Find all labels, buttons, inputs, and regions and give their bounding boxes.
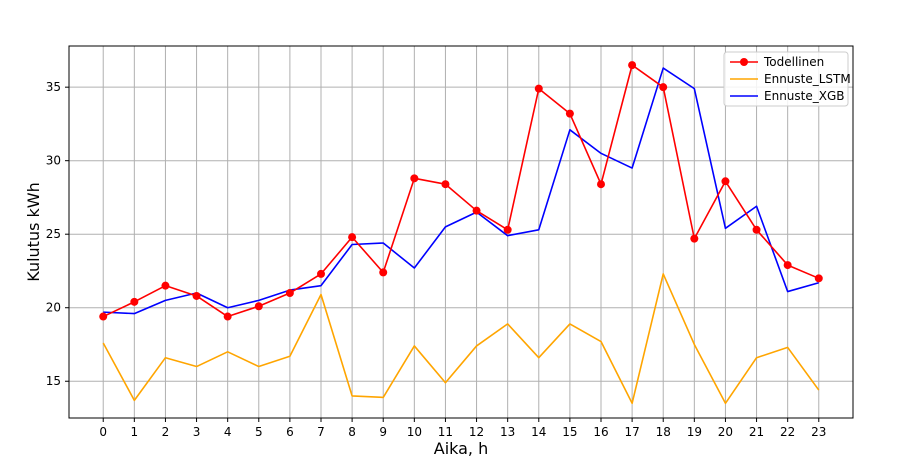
plot-frame <box>68 45 854 419</box>
data-point <box>99 312 108 321</box>
data-point <box>565 109 574 118</box>
series-layer <box>99 61 823 405</box>
y-tick-label: 30 <box>46 154 61 168</box>
ticks-layer: 0 1 2 3 4 5 6 7 8 9 10 11 12 13 14 15 16 17 18 19 20 21 22 2315… <box>46 80 827 439</box>
data-point <box>503 225 512 234</box>
x-tick-label: 6 <box>286 425 294 439</box>
x-tick-label: 4 <box>224 425 232 439</box>
x-tick-label: 12 <box>469 425 484 439</box>
series-line-ennuste-xgb <box>103 67 819 315</box>
data-point <box>348 233 357 242</box>
legend-label: Todellinen <box>763 55 824 69</box>
x-tick-label: 15 <box>562 425 577 439</box>
y-tick-label: 35 <box>46 80 61 94</box>
data-point <box>472 206 481 215</box>
legend: Todellinen Ennuste_LSTM Ennuste_XGB <box>723 51 851 107</box>
data-point <box>441 180 450 189</box>
x-axis-label: Aika, h <box>434 439 489 458</box>
x-tick-label: 10 <box>407 425 422 439</box>
x-tick-label: 13 <box>500 425 515 439</box>
data-point <box>192 291 201 300</box>
legend-marker <box>740 58 748 66</box>
x-tick-label: 19 <box>687 425 702 439</box>
data-point <box>317 269 325 278</box>
y-tick-label: 20 <box>46 301 61 315</box>
data-point <box>814 274 823 283</box>
series-line-ennuste-lstm <box>102 273 820 405</box>
x-tick-label: 14 <box>531 425 546 439</box>
data-point <box>410 174 419 183</box>
x-tick-label: 3 <box>193 425 201 439</box>
data-point <box>285 289 294 298</box>
x-tick-label: 7 <box>317 425 325 439</box>
x-tick-label: 5 <box>255 425 263 439</box>
x-tick-label: 1 <box>131 425 139 439</box>
data-point <box>752 225 761 234</box>
data-point <box>534 84 543 93</box>
x-tick-label: 8 <box>348 425 356 439</box>
data-point <box>628 61 637 70</box>
legend-box <box>723 51 849 107</box>
x-tick-label: 17 <box>624 425 639 439</box>
x-tick-label: 23 <box>811 425 826 439</box>
data-point <box>254 302 263 311</box>
data-point <box>690 234 699 243</box>
data-point <box>161 281 170 290</box>
data-point <box>223 312 232 321</box>
x-tick-label: 22 <box>780 425 795 439</box>
series-line-todellinen <box>102 64 820 318</box>
x-tick-label: 2 <box>162 425 170 439</box>
x-tick-label: 11 <box>438 425 453 439</box>
x-tick-label: 9 <box>379 425 387 439</box>
y-tick-label: 25 <box>46 227 61 241</box>
x-tick-label: 18 <box>656 425 671 439</box>
y-axis-label: Kulutus kWh <box>24 182 43 281</box>
legend-label: Ennuste_XGB <box>764 89 845 103</box>
data-point <box>597 180 605 189</box>
data-point <box>783 261 792 270</box>
data-point <box>659 83 668 92</box>
data-point <box>379 268 388 277</box>
x-tick-label: 21 <box>749 425 764 439</box>
x-tick-label: 20 <box>718 425 733 439</box>
legend-label: Ennuste_LSTM <box>764 72 851 86</box>
y-tick-label: 15 <box>46 374 61 388</box>
data-point <box>130 297 139 306</box>
x-tick-label: 0 <box>99 425 107 439</box>
data-point <box>721 177 730 186</box>
x-tick-label: 16 <box>593 425 608 439</box>
